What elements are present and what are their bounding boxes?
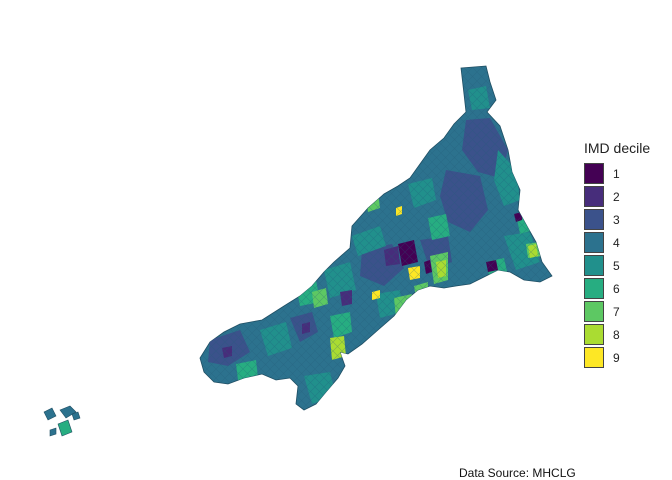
legend-item: 2 (584, 185, 650, 208)
legend-item: 8 (584, 323, 650, 346)
legend-swatch (584, 301, 604, 322)
legend-item: 5 (584, 254, 650, 277)
legend-swatch (584, 347, 604, 368)
legend-swatch (584, 186, 604, 207)
legend-swatch (584, 232, 604, 253)
isles-of-scilly (43, 405, 81, 437)
legend-label: 1 (613, 166, 620, 181)
legend-label: 3 (613, 212, 620, 227)
legend-item: 6 (584, 277, 650, 300)
legend-swatch (584, 278, 604, 299)
legend-title: IMD decile (584, 140, 651, 156)
legend-label: 7 (613, 304, 620, 319)
legend-label: 2 (613, 189, 620, 204)
legend-items: 1 2 3 4 5 6 7 8 9 (584, 162, 650, 369)
legend-item: 3 (584, 208, 650, 231)
legend-item: 9 (584, 346, 650, 369)
cornwall-mainland (199, 65, 553, 411)
map-legend: IMD decile 1 2 3 4 5 6 7 8 9 (584, 140, 650, 369)
data-source-caption: Data Source: MHCLG (459, 466, 576, 480)
legend-label: 9 (613, 350, 620, 365)
legend-label: 6 (613, 281, 620, 296)
legend-swatch (584, 163, 604, 184)
legend-label: 4 (613, 235, 620, 250)
legend-swatch (584, 255, 604, 276)
legend-item: 4 (584, 231, 650, 254)
legend-swatch (584, 209, 604, 230)
legend-label: 8 (613, 327, 620, 342)
legend-item: 7 (584, 300, 650, 323)
legend-item: 1 (584, 162, 650, 185)
legend-swatch (584, 324, 604, 345)
legend-label: 5 (613, 258, 620, 273)
